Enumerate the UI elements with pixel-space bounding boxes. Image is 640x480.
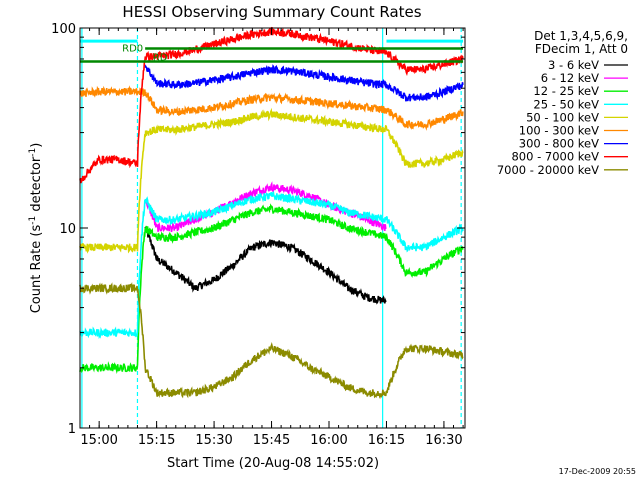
axis-ticks: 15:00 15:15 15:30 15:45 16:00 16:15 16:30 1 10 10… xyxy=(51,22,465,448)
legend-header-line: Det 1,3,4,5,6,9, xyxy=(534,29,628,43)
x-tick-label: 16:15 xyxy=(368,433,405,448)
x-tick-label: 15:45 xyxy=(253,433,290,448)
series-line xyxy=(79,281,464,399)
legend-entry-label: 12 - 25 keV xyxy=(533,84,599,98)
plot-area: RD0 RD xyxy=(79,26,464,428)
legend-header-line: FDecim 1, Att 0 xyxy=(535,42,628,56)
series-line xyxy=(144,64,464,102)
annotation-label: RD0 xyxy=(122,43,143,54)
x-tick-label: 15:15 xyxy=(138,433,175,448)
y-axis-label-part: Count Rate (s xyxy=(29,225,44,314)
legend-entry-label: 6 - 12 keV xyxy=(541,71,599,85)
y-tick-label: 1 xyxy=(68,422,76,437)
svg-text:Count Rate (s-1 detector-1): Count Rate (s-1 detector-1) xyxy=(28,143,44,314)
x-tick-label: 16:00 xyxy=(310,433,347,448)
legend-entry-label: 300 - 800 keV xyxy=(519,137,599,151)
annotation-label: RD xyxy=(153,53,168,64)
series-line xyxy=(79,190,464,340)
x-tick-label: 16:30 xyxy=(425,433,462,448)
legend-entry-label: 800 - 7000 keV xyxy=(511,150,599,164)
chart-title: HESSI Observing Summary Count Rates xyxy=(122,3,421,21)
series-line xyxy=(79,85,464,131)
legend-entry-label: 3 - 6 keV xyxy=(548,58,599,72)
series-line xyxy=(79,203,464,374)
y-axis-label-part: ) xyxy=(29,143,44,148)
y-axis-label-part: -1 xyxy=(28,216,38,225)
legend-entry-label: 100 - 300 keV xyxy=(519,124,599,138)
series-line xyxy=(144,227,387,305)
y-tick-label: 10 xyxy=(59,222,76,237)
legend: Det 1,3,4,5,6,9, FDecim 1, Att 0 3 - 6 k… xyxy=(497,29,628,177)
y-tick-label: 100 xyxy=(51,22,76,37)
y-axis-label-part: detector xyxy=(29,156,44,216)
y-axis-label-part: -1 xyxy=(28,148,38,157)
x-axis-label: Start Time (20-Aug-08 14:55:02) xyxy=(167,456,379,471)
legend-entry-label: 50 - 100 keV xyxy=(526,110,599,124)
x-tick-label: 15:30 xyxy=(195,433,232,448)
legend-entry-label: 25 - 50 keV xyxy=(533,97,599,111)
y-axis-label: Count Rate (s-1 detector-1) xyxy=(28,143,44,314)
x-tick-label: 15:00 xyxy=(80,433,117,448)
footer-timestamp: 17-Dec-2009 20:55 xyxy=(559,467,636,476)
series-line xyxy=(79,107,464,254)
legend-entry-label: 7000 - 20000 keV xyxy=(497,163,599,177)
